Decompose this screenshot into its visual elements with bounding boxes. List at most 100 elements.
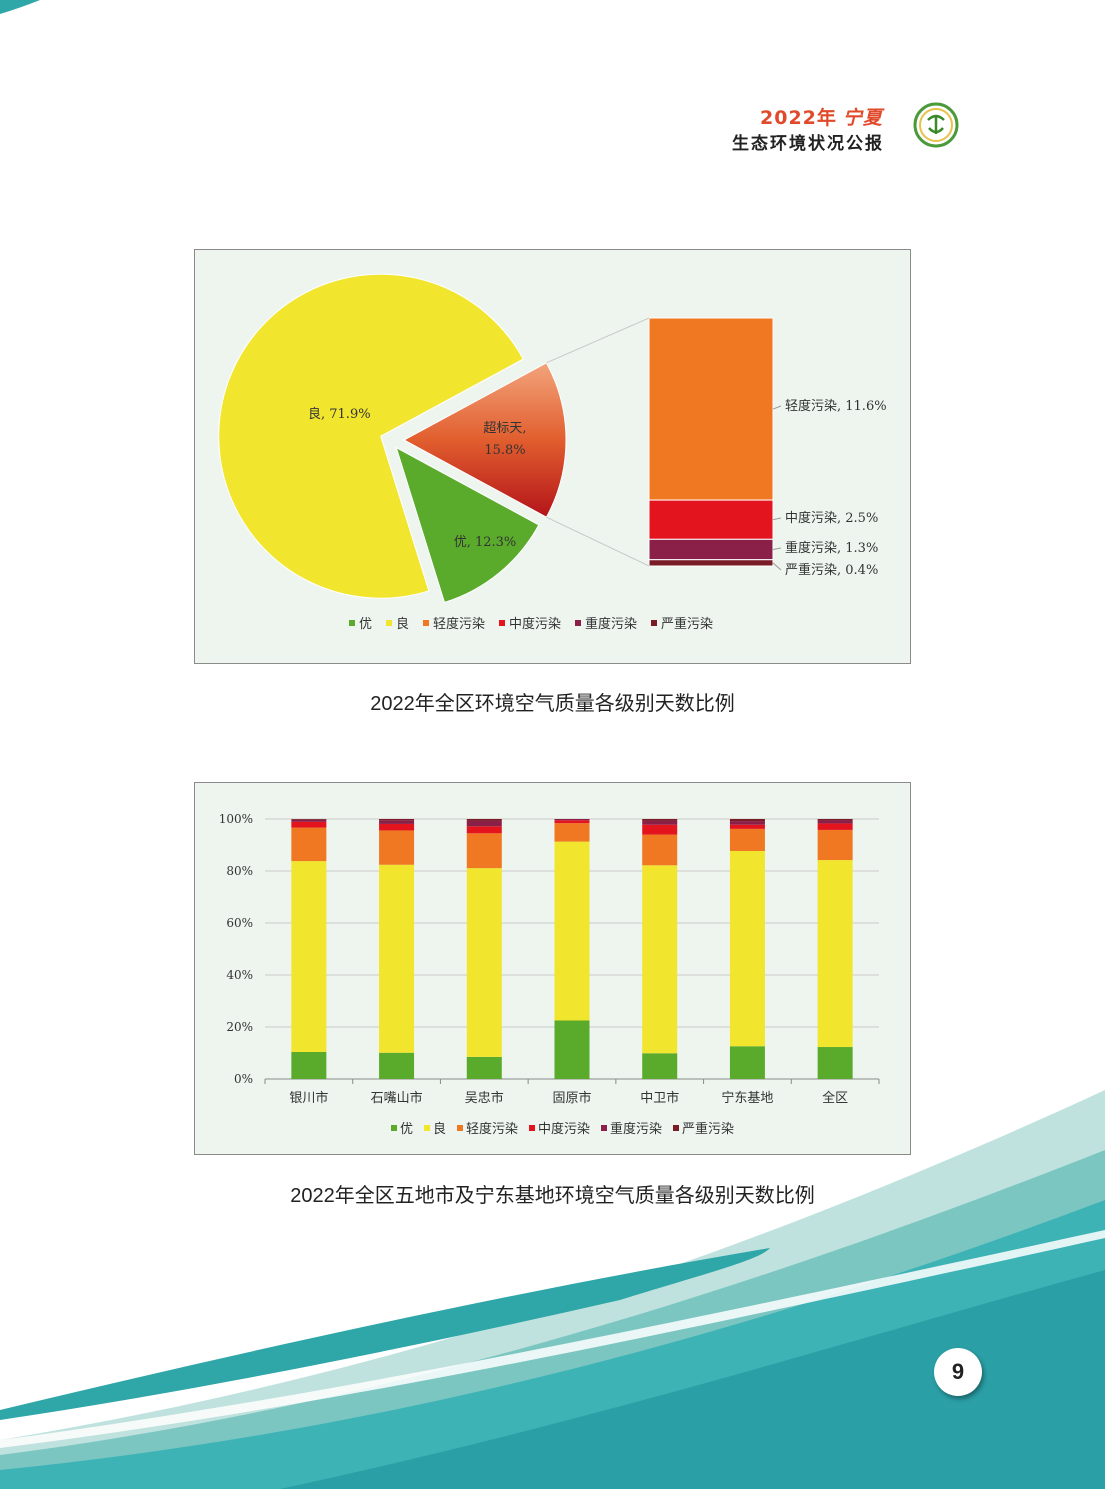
bar-segment [642,834,678,866]
bar-segment [379,819,415,821]
report-year: 2022年 宁夏 [760,107,883,129]
legend-swatch [575,620,581,626]
report-logo-icon [913,102,959,148]
legend-label: 良 [396,616,409,632]
bar-segment [291,1051,327,1079]
bar-segment [466,820,502,827]
breakdown-label-leader [772,562,782,571]
breakdown-segment [648,559,774,567]
bar-segment [554,823,590,842]
bar-segment [817,820,853,824]
bar-segment [291,819,327,822]
bar-segment [379,823,415,831]
breakdown-label: 严重污染, 0.4% [785,562,878,578]
y-tick-label: 80% [226,864,253,878]
bar-segment [466,833,502,869]
breakdown-label-leader [772,405,782,410]
breakdown-segment [648,538,774,561]
legend-swatch [499,620,505,626]
breakdown-label-leader [772,517,782,521]
pie-chart: 良, 71.9% 超标天, 15.8% 优, 12.3% 轻度污染, 11.6% 中度污染… [218,273,887,632]
breakdown-label-leader [772,547,782,551]
legend-swatch [673,1125,679,1131]
bar-segment [642,824,678,835]
connector-line-bottom [546,516,650,567]
breakdown-segment [648,499,774,540]
bar-segment [729,828,765,851]
legend-swatch [457,1125,463,1131]
breakdown-segment [648,317,774,501]
page-number: 9 [934,1348,982,1396]
stacked-bar-chart: 0% 20% 40% 60% 80% 100% 银川市 石嘴山市 吴忠市 固原市 中卫市 宁东基地 全区… [219,812,880,1137]
pie-slice-excellent [395,446,540,604]
bar-segment [466,1056,502,1079]
legend-label: 中度污染 [509,616,561,632]
bar-segment [817,819,853,821]
bar-segment [729,1046,765,1079]
y-tick-label: 100% [219,812,253,826]
bar-segment [729,850,765,1047]
bar-chart-panel: 0% 20% 40% 60% 80% 100% 银川市 石嘴山市 吴忠市 固原市 中卫市 宁东基地 全区… [194,782,911,1155]
bar-segment [817,860,853,1048]
region-name: 宁夏 [842,107,883,129]
legend-swatch [529,1125,535,1131]
x-tick-label: 吴忠市 [465,1090,504,1106]
bar-segment [729,821,765,825]
bar-segment [291,861,327,1052]
bar-segment [379,830,415,865]
legend-label: 优 [400,1122,413,1137]
bar-chart-caption: 2022年全区五地市及宁东基地环境空气质量各级别天数比例 [290,1185,815,1207]
pie-chart-caption: 2022年全区环境空气质量各级别天数比例 [370,693,735,715]
bar-segment [554,820,590,824]
legend-label: 中度污染 [538,1121,590,1137]
y-tick-label: 20% [226,1020,253,1034]
legend-swatch [424,1125,430,1131]
bar-segment [554,841,590,1021]
pie-label-excellent: 优, 12.3% [454,535,517,550]
bar-segment [466,826,502,834]
bar-segment [466,868,502,1057]
pie-chart-panel: 良, 71.9% 超标天, 15.8% 优, 12.3% 轻度污染, 11.6% 中度污染… [194,249,911,664]
bar-segment [642,865,678,1054]
bar-segment [379,864,415,1053]
legend-label: 轻度污染 [466,1121,518,1137]
bar-segment [466,819,502,821]
pie-slice-good [218,273,524,599]
bar-segment [642,1053,678,1079]
bar-segment [817,829,853,861]
x-tick-label: 固原市 [552,1090,591,1106]
legend-label: 重度污染 [610,1121,662,1137]
legend-label: 优 [359,617,372,632]
bar-segment [554,819,590,821]
bar-segment [817,823,853,830]
connector-line-top [546,317,650,364]
y-tick-label: 40% [226,968,253,982]
bar-segment [729,819,765,822]
y-tick-label: 60% [226,916,253,930]
pie-slice-exceed [402,362,567,518]
pie-label-exceed-value: 15.8% [484,443,525,458]
pie-label-good: 良, 71.9% [308,406,371,422]
y-tick-label: 0% [234,1072,253,1086]
breakdown-label: 中度污染, 2.5% [785,510,878,526]
x-tick-label: 石嘴山市 [371,1090,423,1106]
bar-segment [379,1052,415,1079]
breakdown-label: 轻度污染, 11.6% [785,398,887,414]
x-tick-label: 银川市 [289,1090,328,1106]
bar-segment [554,1020,590,1079]
legend-swatch [349,620,355,626]
x-tick-label: 中卫市 [640,1090,679,1106]
bar-segment [642,819,678,821]
legend-label: 严重污染 [661,616,713,632]
bar-segment [291,827,327,862]
report-subtitle: 生态环境状况公报 [732,134,884,154]
breakdown-label: 重度污染, 1.3% [785,540,878,556]
bar-segment [291,819,327,820]
bar-segment [379,820,415,824]
legend-swatch [386,620,392,626]
x-tick-label: 全区 [822,1090,848,1106]
bar-segment [642,820,678,825]
legend-swatch [391,1125,397,1131]
legend-label: 严重污染 [682,1121,734,1137]
legend-label: 良 [433,1121,446,1137]
